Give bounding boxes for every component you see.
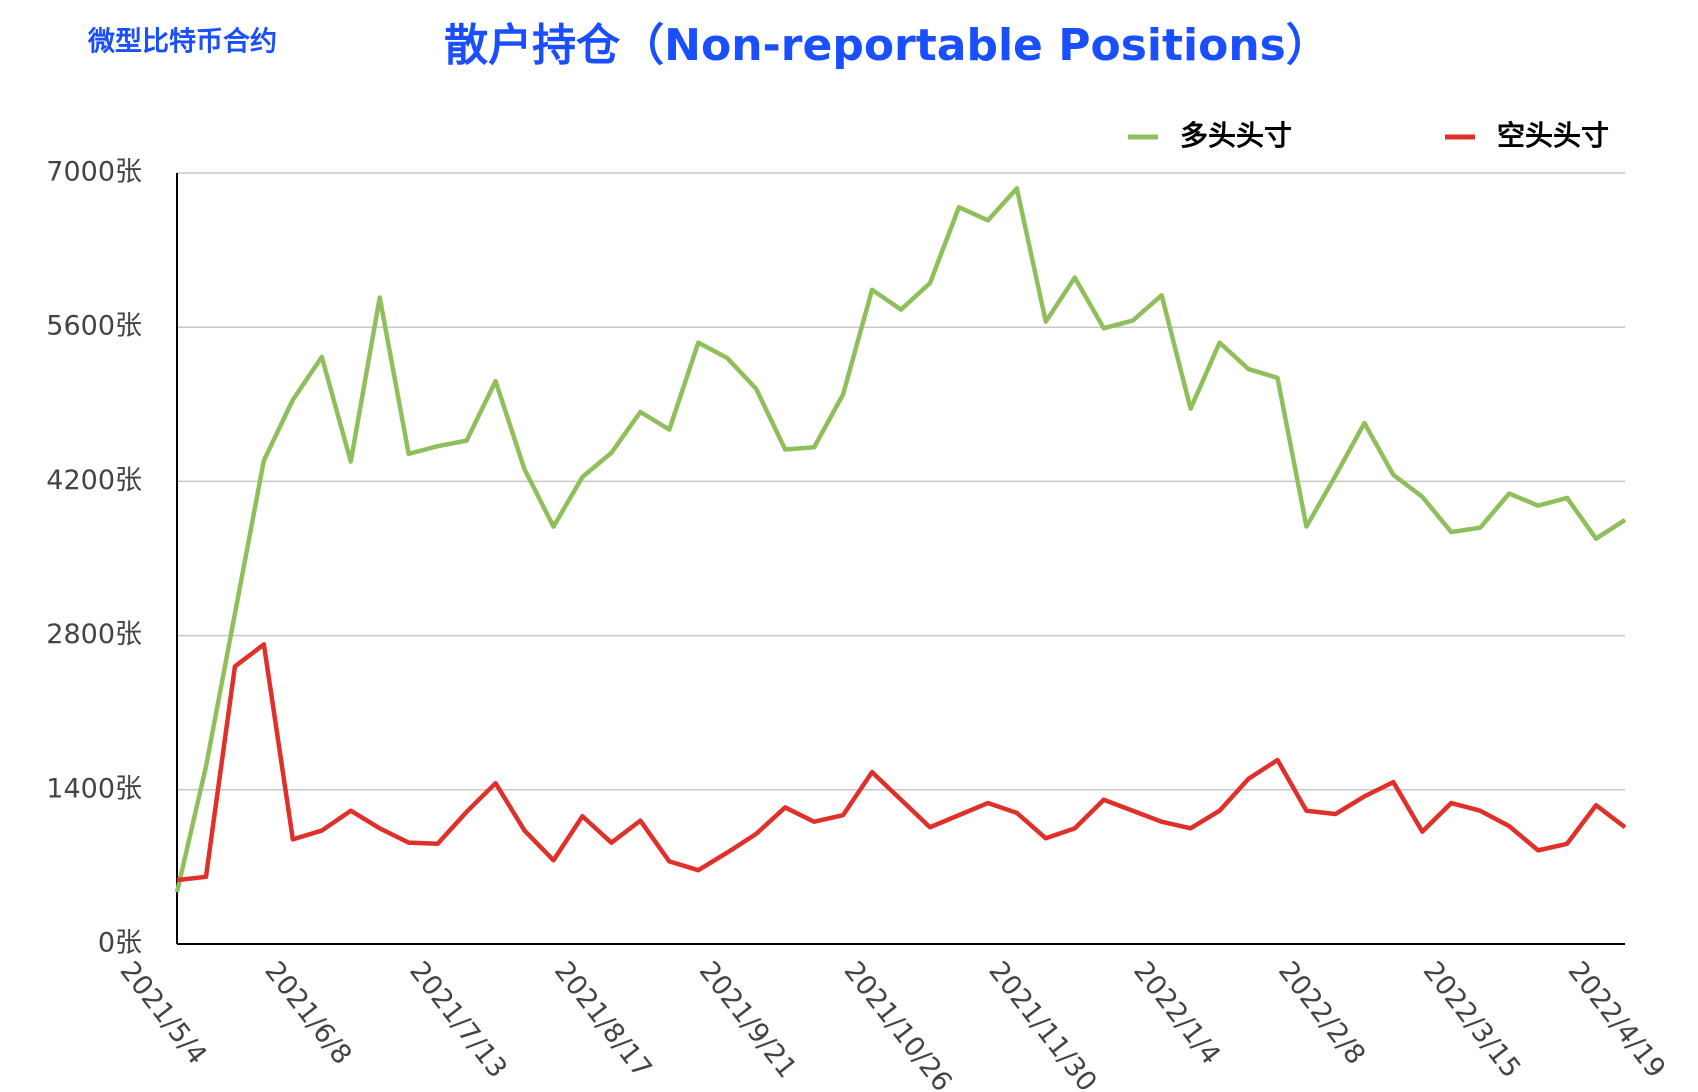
data-line	[174, 186, 1627, 893]
x-tick-label: 2021/8/17	[548, 956, 658, 1084]
x-tick-label: 2021/5/4	[114, 956, 213, 1071]
data-line	[176, 642, 1627, 883]
y-tick-label: 2800张	[46, 619, 142, 650]
x-tick-label: 2021/6/8	[258, 956, 357, 1071]
x-tick-label: 2022/2/8	[1272, 956, 1371, 1071]
legend-label: 多头头寸	[1180, 119, 1292, 152]
x-tick-label: 2021/11/30	[982, 956, 1102, 1092]
chart-title: 散户持仓（Non-reportable Positions）	[444, 20, 1330, 71]
legend-label: 空头头寸	[1497, 119, 1609, 152]
chart-subtitle: 微型比特币合约	[87, 26, 277, 58]
y-tick-label: 1400张	[46, 773, 142, 804]
x-tick-label: 2021/10/26	[838, 956, 958, 1092]
x-tick-label: 2022/3/15	[1417, 956, 1527, 1084]
x-tick-label: 2022/1/4	[1127, 956, 1226, 1071]
x-tick-label: 2022/4/19	[1562, 956, 1672, 1084]
y-tick-label: 7000张	[46, 157, 142, 188]
x-tick-label: 2021/9/21	[693, 956, 803, 1084]
y-tick-label: 5600张	[46, 311, 142, 342]
x-tick-label: 2021/7/13	[403, 956, 513, 1084]
y-tick-label: 4200张	[46, 465, 142, 496]
y-tick-label: 0张	[98, 928, 142, 959]
